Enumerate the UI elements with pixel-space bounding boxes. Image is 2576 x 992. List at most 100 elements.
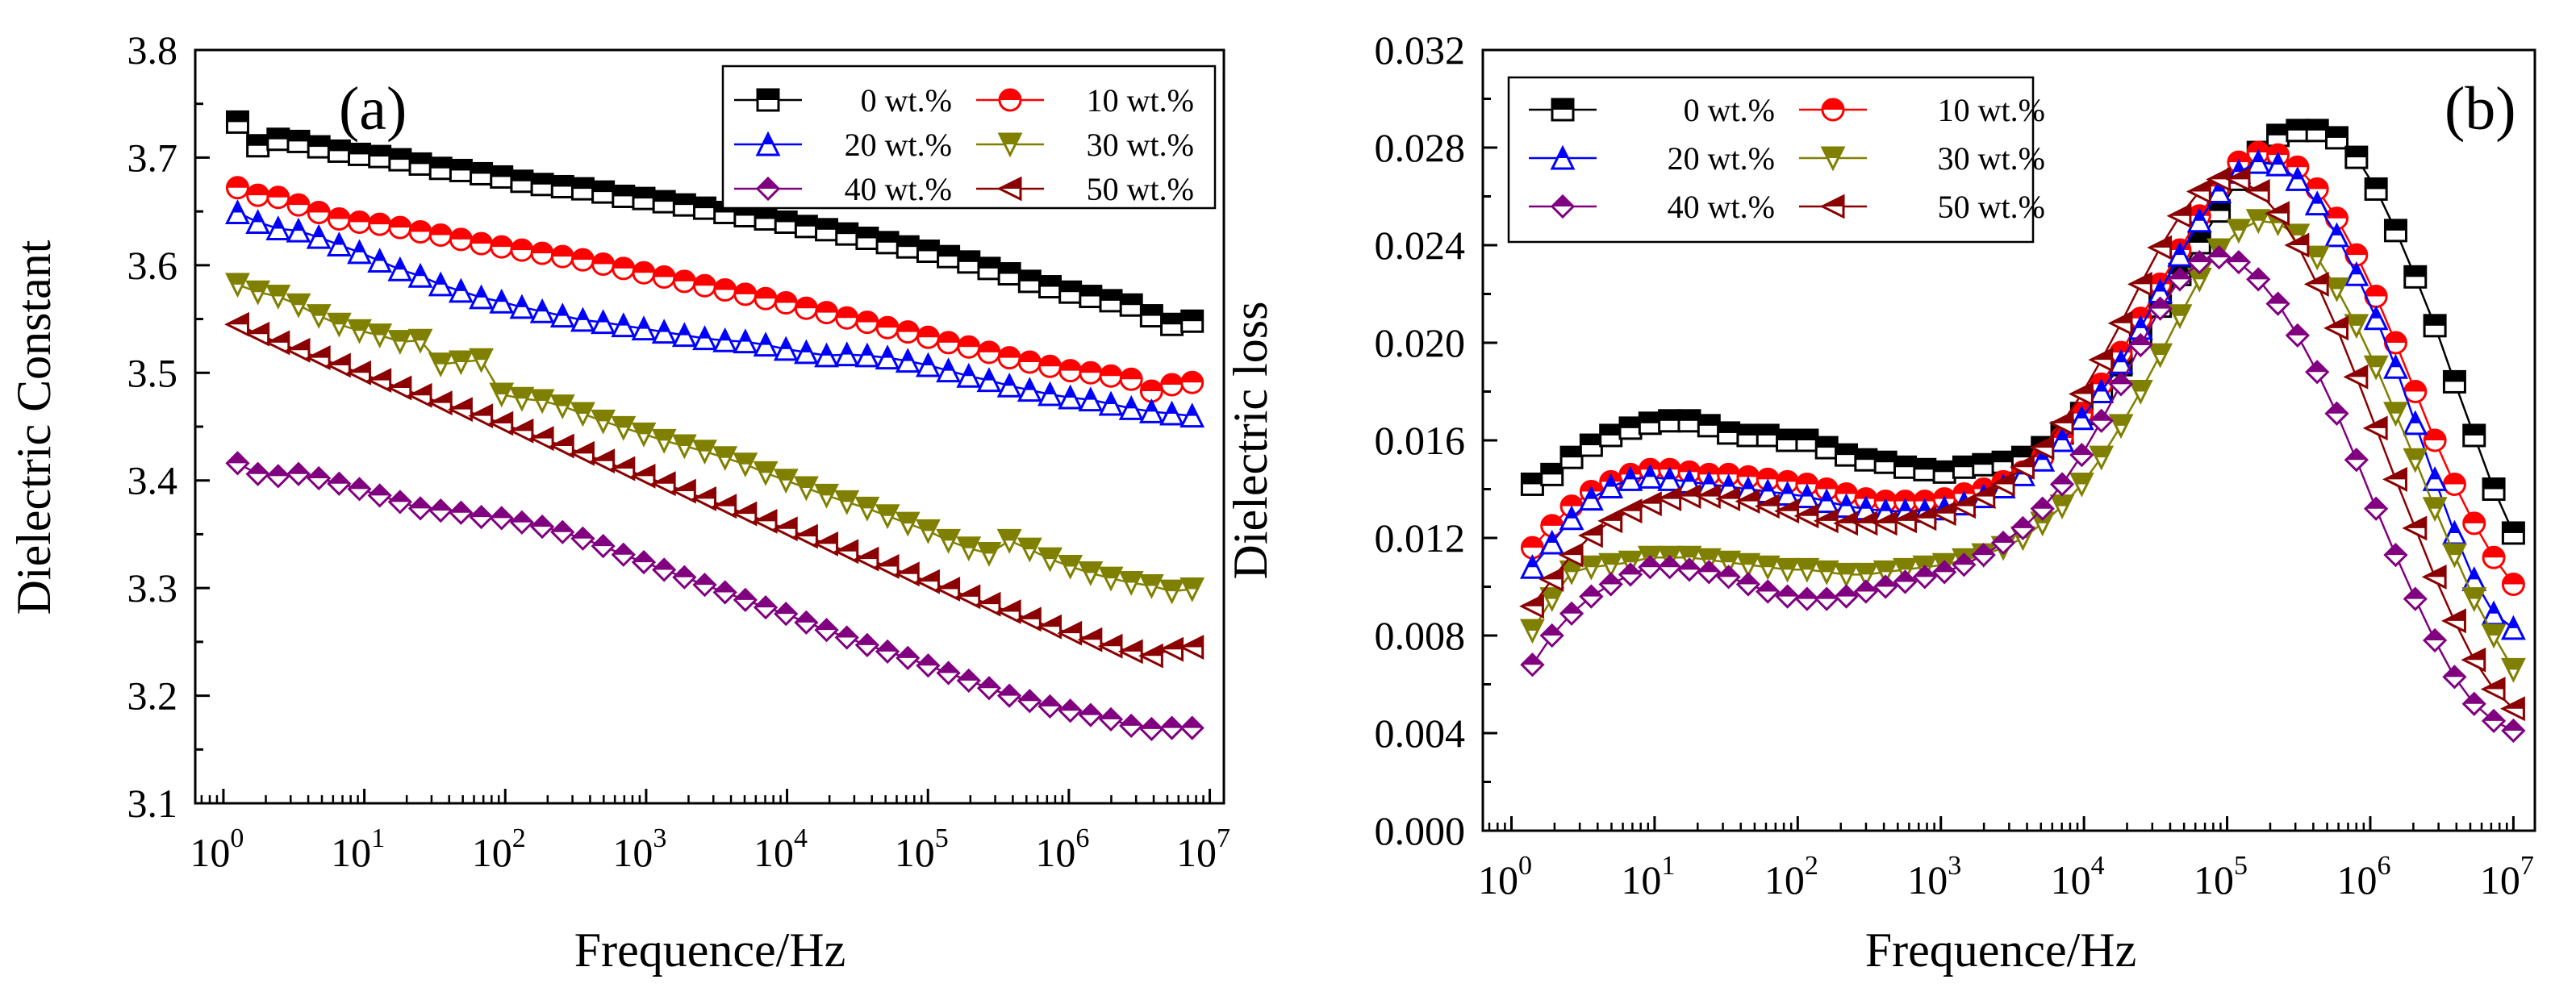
- legend-label: 20 wt.%: [845, 127, 952, 163]
- data-point: [327, 471, 352, 496]
- data-point: [449, 500, 474, 525]
- data-point: [1079, 361, 1103, 385]
- data-point: [550, 244, 574, 269]
- data-point: [875, 231, 900, 255]
- series-20-wt-: [225, 199, 1205, 428]
- data-point: [1539, 587, 1565, 612]
- legend-marker: [1819, 194, 1845, 219]
- data-point: [977, 340, 1001, 365]
- legend-item: 30 wt.%: [1799, 140, 2045, 177]
- data-point: [1893, 455, 1917, 479]
- y-tick-label: 0.000: [1375, 808, 1466, 853]
- data-point: [2461, 691, 2486, 716]
- data-point: [895, 511, 921, 537]
- data-point: [997, 262, 1021, 286]
- data-point: [672, 565, 697, 590]
- data-point: [2423, 314, 2447, 338]
- data-point: [1180, 309, 1204, 333]
- legend-label: 10 wt.%: [1087, 82, 1194, 119]
- data-point: [2364, 496, 2389, 521]
- data-point: [2363, 305, 2389, 331]
- data-point: [1638, 411, 1662, 436]
- legend-item: 20 wt.%: [1529, 140, 1775, 177]
- data-point: [1735, 489, 1760, 515]
- data-point: [2148, 296, 2173, 321]
- x-tick-label: 106: [1035, 823, 1089, 875]
- data-point: [671, 434, 697, 460]
- data-point: [326, 231, 352, 257]
- legend-item: 40 wt.%: [1529, 189, 1775, 225]
- data-point: [448, 397, 473, 423]
- data-point: [407, 382, 432, 408]
- data-point: [2481, 708, 2507, 733]
- data-point: [1794, 586, 1820, 611]
- data-point: [754, 206, 778, 231]
- data-point: [936, 661, 961, 686]
- data-point: [814, 483, 839, 509]
- data-point: [2226, 250, 2252, 275]
- data-point: [265, 215, 291, 240]
- data-point: [975, 591, 1001, 617]
- data-point: [2207, 178, 2232, 203]
- x-tick-label: 107: [1176, 823, 1230, 875]
- data-point: [1952, 552, 1977, 577]
- data-point: [814, 618, 839, 643]
- data-point: [753, 595, 779, 620]
- data-point: [1756, 579, 1781, 604]
- data-point: [307, 465, 332, 491]
- legend-item: 10 wt.%: [1799, 92, 2045, 128]
- data-point: [2167, 304, 2193, 330]
- data-point: [570, 177, 595, 201]
- data-point: [591, 252, 616, 277]
- data-point: [793, 476, 819, 502]
- data-point: [549, 302, 575, 328]
- data-point: [1037, 547, 1063, 573]
- data-point: [1138, 643, 1163, 669]
- data-point: [1774, 498, 1800, 524]
- data-point: [367, 483, 392, 508]
- data-point: [957, 250, 981, 274]
- legend-label: 30 wt.%: [1087, 127, 1194, 163]
- data-point: [1017, 537, 1042, 563]
- data-point: [1057, 620, 1083, 646]
- legend-marker: [998, 88, 1022, 112]
- data-point: [2186, 207, 2212, 233]
- data-point: [1636, 491, 1662, 517]
- data-point: [1098, 566, 1124, 592]
- data-point: [1037, 381, 1063, 406]
- y-tick-label: 3.6: [127, 243, 178, 288]
- data-point: [570, 526, 595, 551]
- data-point: [2422, 497, 2448, 523]
- data-point: [1697, 560, 1722, 585]
- data-point: [1578, 486, 1604, 511]
- data-point: [549, 394, 575, 420]
- data-point: [2108, 372, 2134, 397]
- data-point: [1117, 639, 1143, 665]
- data-point: [2324, 222, 2349, 248]
- data-point: [774, 210, 798, 234]
- data-point: [1793, 503, 1819, 529]
- data-point: [2069, 443, 2094, 468]
- data-point: [1037, 614, 1062, 640]
- data-point: [1139, 379, 1163, 403]
- data-point: [2442, 519, 2467, 545]
- data-point: [631, 549, 657, 575]
- data-point: [2225, 166, 2251, 192]
- data-point: [2363, 355, 2389, 381]
- data-point: [1775, 584, 1800, 609]
- data-point: [916, 653, 941, 678]
- data-point: [2069, 472, 2094, 498]
- data-point: [366, 368, 392, 394]
- data-point: [916, 240, 940, 264]
- data-point: [449, 227, 473, 252]
- data-point: [327, 139, 351, 163]
- data-point: [1834, 584, 1859, 609]
- legend-marker: [1550, 144, 1576, 170]
- data-point: [1637, 464, 1663, 489]
- data-point: [386, 375, 412, 401]
- data-point: [1099, 289, 1123, 313]
- data-point: [245, 280, 271, 306]
- legend-item: 0 wt.%: [734, 82, 952, 119]
- panel-b-x-axis-title: Frequence/Hz: [1865, 923, 2137, 977]
- legend-marker: [1551, 98, 1575, 122]
